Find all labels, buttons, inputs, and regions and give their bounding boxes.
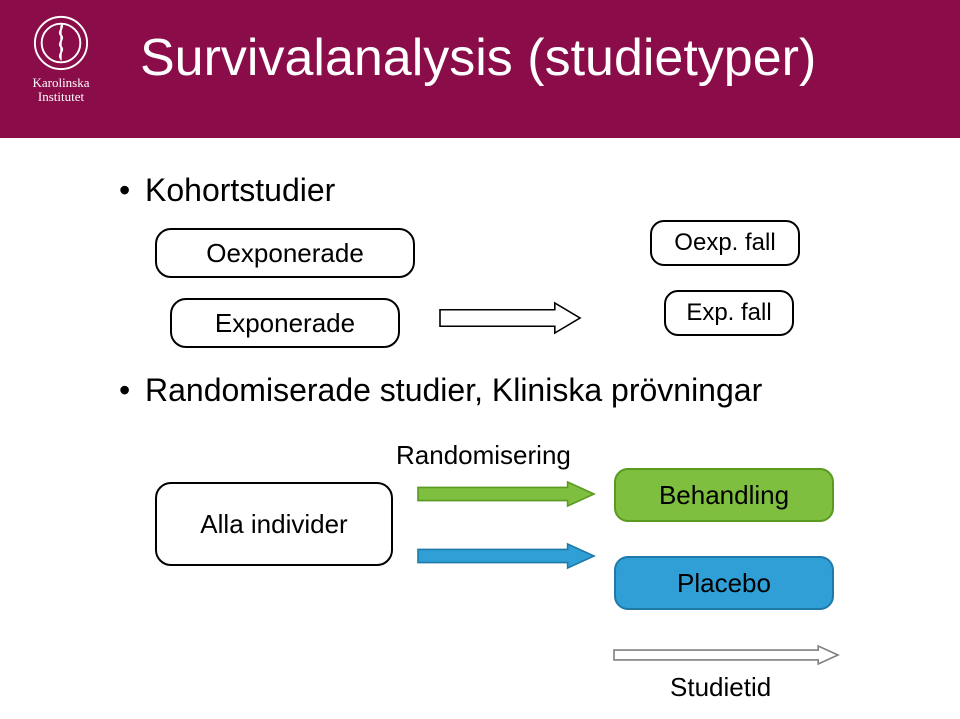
node-label: Exponerade xyxy=(215,308,355,339)
logo-text-1: Karolinska xyxy=(12,76,110,90)
node-label: Alla individer xyxy=(200,509,347,540)
arrow-cohort xyxy=(440,303,580,333)
label-randomisering: Randomisering xyxy=(396,440,571,471)
bullet-randomiserade: Randomiserade studier, Kliniska prövning… xyxy=(145,372,762,409)
node-label: Oexp. fall xyxy=(674,229,775,257)
node-label: Exp. fall xyxy=(686,299,771,327)
node-placebo: Placebo xyxy=(614,556,834,610)
bullet-kohortstudier: Kohortstudier xyxy=(145,172,335,209)
node-oexp-fall: Oexp. fall xyxy=(650,220,800,266)
node-exponerade: Exponerade xyxy=(170,298,400,348)
node-label: Behandling xyxy=(659,480,789,511)
node-alla-individer: Alla individer xyxy=(155,482,393,566)
node-exp-fall: Exp. fall xyxy=(664,290,794,336)
slide-title: Survivalanalysis (studietyper) xyxy=(140,28,816,88)
logo-text-2: Institutet xyxy=(12,90,110,104)
brand-logo: Karolinska Institutet xyxy=(12,14,110,103)
slide-root: Karolinska Institutet Survivalanalysis (… xyxy=(0,0,960,719)
node-oexponerade: Oexponerade xyxy=(155,228,415,278)
arrow-studietid xyxy=(614,646,838,664)
arrow-randomisering-placebo xyxy=(418,544,594,568)
node-behandling: Behandling xyxy=(614,468,834,522)
node-label: Placebo xyxy=(677,568,771,599)
label-studietid: Studietid xyxy=(670,672,771,703)
logo-seal-icon xyxy=(32,14,90,72)
node-label: Oexponerade xyxy=(206,238,364,269)
slide-body: Kohortstudier Oexponerade Exponerade Oex… xyxy=(0,138,960,719)
arrow-randomisering-behandling xyxy=(418,482,594,506)
